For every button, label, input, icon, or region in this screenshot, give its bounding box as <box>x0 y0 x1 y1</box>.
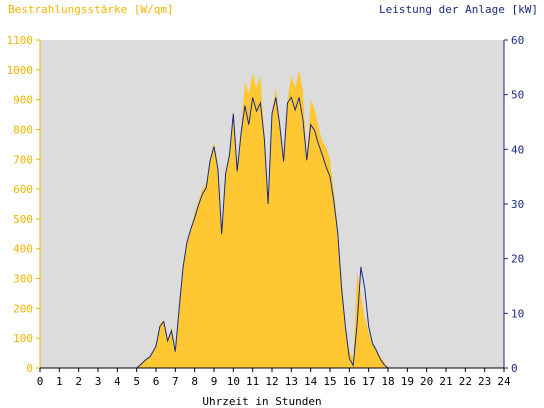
x-axis-tick-label: 15 <box>323 375 336 388</box>
left-axis-tick-label: 900 <box>13 94 33 107</box>
x-axis-tick-label: 21 <box>439 375 452 388</box>
right-axis-tick-label: 10 <box>511 307 524 320</box>
x-axis-tick-label: 2 <box>75 375 82 388</box>
left-axis-tick-label: 600 <box>13 183 33 196</box>
left-axis-tick-label: 100 <box>13 332 33 345</box>
right-axis-tick-labels: 0 10 20 30 40 50 60 <box>504 34 524 375</box>
x-axis-tick-label: 9 <box>211 375 218 388</box>
left-axis-tick-label: 1100 <box>7 34 34 47</box>
x-axis-tick-label: 23 <box>478 375 491 388</box>
x-axis-tick-label: 22 <box>459 375 472 388</box>
right-axis-tick-label: 50 <box>511 89 524 102</box>
x-axis-tick-label: 13 <box>285 375 298 388</box>
x-axis-tick-label: 8 <box>191 375 198 388</box>
x-axis-tick-labels: 0 1 2 3 4 5 6 7 8 9 10 11 12 13 14 15 16 17 18 19 20 21 22 23 24 <box>37 368 511 388</box>
x-axis-tick-label: 14 <box>304 375 318 388</box>
x-axis-tick-label: 24 <box>497 375 511 388</box>
x-axis-tick-label: 3 <box>95 375 102 388</box>
x-axis-tick-label: 7 <box>172 375 179 388</box>
x-axis-tick-label: 11 <box>246 375 259 388</box>
left-axis-tick-labels: 0 100 200 300 400 500 600 700 800 900 1000 1100 <box>7 34 40 375</box>
irradiance-area <box>40 69 504 369</box>
left-axis-tick-label: 400 <box>13 243 33 256</box>
right-axis-tick-label: 40 <box>511 143 524 156</box>
right-axis-tick-label: 30 <box>511 198 524 211</box>
left-axis-tick-label: 800 <box>13 123 33 136</box>
left-axis-tick-label: 200 <box>13 302 33 315</box>
left-axis-title: Bestrahlungsstärke [W/qm] <box>8 3 174 16</box>
x-axis-tick-label: 20 <box>420 375 433 388</box>
x-axis-tick-label: 1 <box>56 375 63 388</box>
x-axis-tick-label: 5 <box>133 375 140 388</box>
x-axis-tick-label: 10 <box>227 375 240 388</box>
x-axis-tick-label: 4 <box>114 375 121 388</box>
x-axis-tick-label: 17 <box>362 375 375 388</box>
x-axis-tick-label: 19 <box>401 375 414 388</box>
left-axis-tick-label: 700 <box>13 153 33 166</box>
right-axis-tick-label: 0 <box>511 362 518 375</box>
x-axis-tick-label: 16 <box>343 375 356 388</box>
right-axis-tick-label: 20 <box>511 253 524 266</box>
left-axis-tick-label: 0 <box>26 362 33 375</box>
x-axis-tick-label: 12 <box>265 375 278 388</box>
left-axis-tick-label: 500 <box>13 213 33 226</box>
power-line <box>40 96 504 369</box>
left-axis-tick-label: 1000 <box>7 64 34 77</box>
x-axis-tick-label: 6 <box>153 375 160 388</box>
x-axis-title: Uhrzeit in Stunden <box>202 395 321 408</box>
left-axis-tick-label: 300 <box>13 273 33 286</box>
right-axis-tick-label: 60 <box>511 34 524 47</box>
x-axis-tick-label: 18 <box>381 375 394 388</box>
right-axis-title: Leistung der Anlage [kW] <box>379 3 538 16</box>
x-axis-tick-label: 0 <box>37 375 44 388</box>
